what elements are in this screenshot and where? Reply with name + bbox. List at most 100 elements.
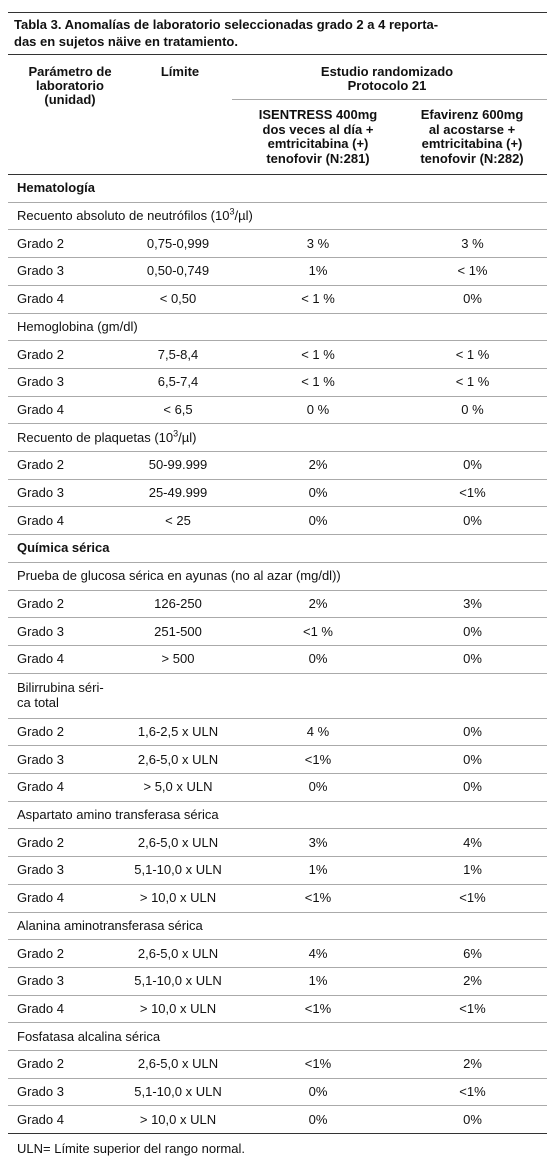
value-cell: 2,6-5,0 x ULN [137,834,219,850]
rule [8,451,547,452]
grade-cell: Grado 4 [17,890,64,906]
rule [8,644,547,646]
value-cell: 2,6-5,0 x ULN [137,1056,219,1072]
value-cell: 3 % [306,235,330,251]
rule [8,911,547,913]
value-cell: 0% [463,512,482,528]
rule [8,617,547,619]
rule [8,229,547,231]
value-cell: < 1 % [301,346,335,362]
value-cell: 3% [463,595,482,611]
rule [8,534,547,536]
grade-cell: Grado 2 [17,945,64,961]
rule [8,312,547,314]
rule [8,478,547,480]
value-cell: < 0,50 [159,291,197,307]
rule [8,589,547,591]
rule [8,340,547,342]
group-label: Recuento absoluto de neutrófilos (103/µl… [17,202,253,230]
footnote: ULN= Límite superior del rango normal. [17,1141,245,1157]
header-parameter: laboratorio [36,78,104,93]
grade-cell: Grado 4 [17,1111,64,1127]
value-cell: 50-99.999 [148,457,208,473]
grade-cell: Grado 2 [17,346,64,362]
rule [8,1022,547,1024]
grade-cell: Grado 2 [17,235,64,251]
value-cell: < 1 % [455,346,490,362]
rule [8,1105,547,1107]
grade-cell: Grado 2 [17,457,64,473]
value-cell: < 25 [165,512,191,528]
header-parameter: (unidad) [44,92,96,107]
value-cell: 1,6-2,5 x ULN [137,723,219,739]
value-cell: 0% [463,751,482,767]
header-column: al acostarse + [428,121,516,137]
header-study: Estudio randomizado [320,64,454,79]
superscript: 3 [229,206,235,217]
value-cell: 0% [463,779,482,795]
grade-cell: Grado 4 [17,1000,64,1016]
grade-cell: Grado 4 [17,512,64,528]
value-cell: 0,75-0,999 [146,235,210,251]
value-cell: 3% [308,834,328,850]
rule [8,1050,547,1051]
value-cell: <1% [459,1084,486,1100]
value-cell: 0% [308,512,328,528]
value-cell: 2% [308,595,328,611]
value-cell: 2,6-5,0 x ULN [137,751,219,767]
grade-cell: Grado 3 [17,751,64,767]
value-cell: 5,1-10,0 x ULN [134,973,222,989]
table-title: das en sujetos näive en tratamiento. [14,34,238,49]
value-cell: <1% [459,485,486,501]
rule [8,1133,547,1135]
value-cell: 4 % [306,723,330,739]
value-cell: 5,1-10,0 x ULN [134,862,222,878]
value-cell: 126-250 [154,595,202,611]
value-cell: > 5,0 x ULN [143,779,213,795]
rule [8,745,547,747]
value-cell: < 6,5 [163,401,193,417]
value-cell: 2% [308,457,328,473]
value-cell: 2% [463,1056,482,1072]
rule [8,939,547,941]
value-cell: 2% [463,973,482,989]
value-cell: <1% [304,890,332,906]
value-cell: 1% [308,263,328,279]
value-cell: 3 % [461,235,484,251]
value-cell: 0% [463,457,482,473]
value-cell: 0,50-0,749 [146,263,210,279]
label-part: Fosfatasa alcalina sérica [17,1028,161,1044]
rule [8,883,547,885]
label-part: Recuento de plaquetas (10 [17,429,174,445]
grade-cell: Grado 2 [17,595,64,611]
label-part: Aspartato amino transferasa sérica [17,807,219,823]
rule [8,506,547,508]
grade-cell: Grado 3 [17,973,64,989]
grade-cell: Grado 3 [17,485,64,501]
group-label-text: Alanina aminotransferasa sérica [17,918,203,933]
header-column: emtricitabina (+) [267,136,369,151]
header-column: tenofovir (N:282) [420,150,524,166]
label-part: Hemoglobina (gm/dl) [17,318,138,334]
rule [8,1077,547,1079]
value-cell: < 1 % [455,374,490,390]
rule [8,257,547,259]
value-cell: 0% [308,1084,328,1100]
value-cell: <1% [459,890,486,906]
rule [8,367,547,369]
rule [8,423,547,425]
group-label: Hemoglobina (gm/dl) [17,313,138,341]
group-label: Aspartato amino transferasa sérica [17,801,219,829]
rule [8,395,547,397]
rule [8,12,547,13]
grade-cell: Grado 2 [17,1056,64,1072]
value-cell: 1% [308,973,328,989]
value-cell: 0% [308,1111,328,1127]
rule [8,201,547,203]
value-cell: 25-49.999 [148,485,208,501]
value-cell: > 500 [161,651,195,667]
grade-cell: Grado 3 [17,862,64,878]
grade-cell: Grado 4 [17,291,64,307]
value-cell: > 10,0 x ULN [139,890,217,906]
rule [8,828,547,830]
